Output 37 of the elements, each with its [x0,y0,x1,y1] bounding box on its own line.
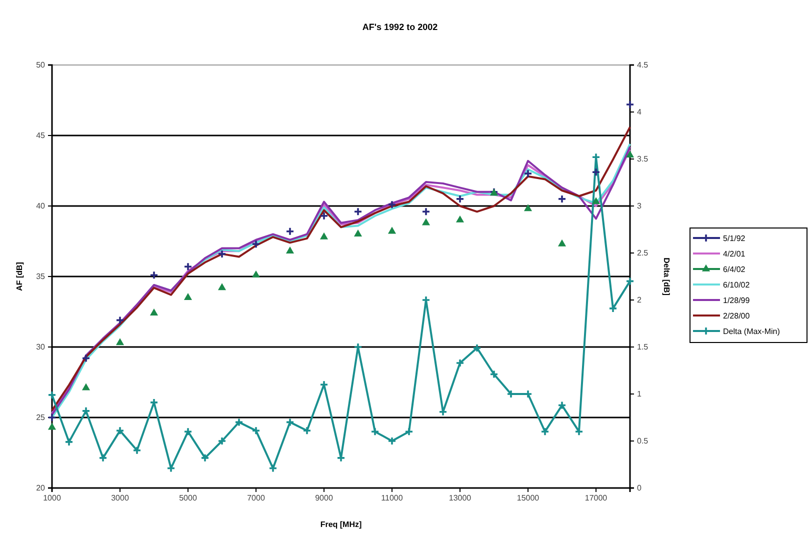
x-tick-label: 13000 [448,494,472,503]
x-tick-label: 1000 [43,494,62,503]
y2-tick-label: 0 [637,484,642,493]
y2-tick-label: 3 [637,202,642,211]
legend-label: 2/28/00 [723,312,750,320]
y-axis-title: AF [dB] [15,262,24,291]
y2-tick-label: 1 [637,390,642,399]
x-tick-label: 17000 [584,494,608,503]
y-tick-label: 45 [36,131,46,140]
x-tick-label: 3000 [111,494,130,503]
legend-label: Delta (Max-Min) [723,327,780,336]
y-tick-label: 40 [36,202,46,211]
legend-label: 5/1/92 [723,234,746,243]
y2-tick-label: 4.5 [637,60,649,70]
y2-tick-label: 4 [637,108,642,117]
y2-tick-label: 1.5 [637,342,649,352]
x-tick-label: 15000 [516,494,540,503]
legend-label: 6/4/02 [723,265,746,274]
legend-label: 1/28/99 [723,296,750,305]
x-tick-label: 11000 [381,494,404,503]
legend-label: 6/10/02 [723,280,750,290]
x-axis-title: Freq [MHz] [320,520,362,529]
y2-tick-label: 2.5 [637,248,649,258]
y2-tick-label: 3.5 [637,154,649,164]
x-tick-label: 7000 [247,494,266,503]
y-tick-label: 25 [36,413,46,422]
y2-tick-label: 0.5 [637,436,649,446]
x-tick-label: 5000 [179,494,198,503]
y2-tick-label: 2 [637,296,642,305]
y-tick-label: 20 [36,484,46,493]
y2-axis-title: Delta [dB] [662,258,671,296]
legend-label: 4/2/01 [723,250,746,258]
y-tick-label: 30 [36,342,46,352]
x-tick-label: 9000 [315,494,334,503]
y-tick-label: 50 [36,60,46,70]
y-tick-label: 35 [36,272,46,282]
chart-title: AF's 1992 to 2002 [362,22,438,32]
